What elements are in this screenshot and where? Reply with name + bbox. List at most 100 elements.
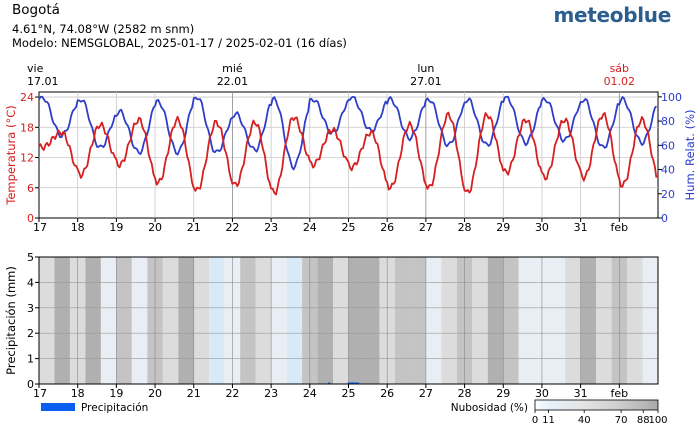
x-tick-label: 29 — [496, 221, 510, 234]
cloud-band — [162, 257, 179, 384]
cloud-band — [271, 257, 287, 384]
temperature-tick-label: 18 — [20, 121, 34, 134]
precipitation-tick-label: 5 — [27, 251, 34, 264]
top-x-ticks: 17 18 19 20 21 22 23 24 25 26 27 28 29 30 31 feb — [33, 218, 628, 234]
cloud-band — [472, 257, 488, 384]
cloud-band — [549, 257, 566, 384]
x-tick-label: 19 — [109, 221, 123, 234]
x-tick-label: 22 — [225, 387, 239, 400]
x-tick-label: 30 — [535, 387, 549, 400]
cloud-band — [410, 257, 426, 384]
x-tick-label: 23 — [264, 221, 278, 234]
x-tick-label: 26 — [380, 387, 394, 400]
cloud-band — [348, 257, 364, 384]
x-tick-label: 18 — [71, 387, 85, 400]
cloud-band — [286, 257, 303, 384]
cloud-band — [518, 257, 535, 384]
precipitation-legend-swatch — [41, 403, 75, 411]
humidity-tick-label: 100 — [661, 91, 682, 104]
day-label-weekday: sáb — [610, 62, 629, 75]
cloud-band — [441, 257, 457, 384]
temperature-humidity-chart: 0 6 12 18 24 0 20 40 60 80 100 17 18 19 20 21 22 23 24 25… — [4, 91, 697, 234]
x-tick-label: 17 — [33, 387, 47, 400]
cloud-legend-tick-label: 70 — [615, 415, 628, 426]
precipitation-bar — [357, 382, 360, 384]
model-info: Modelo: NEMSGLOBAL, 2025-01-17 / 2025-02… — [12, 36, 347, 50]
x-tick-label: 27 — [419, 387, 433, 400]
temperature-axis-label: Temperatura (°C) — [4, 105, 18, 205]
x-tick-label: 23 — [264, 387, 278, 400]
cloud-band — [565, 257, 581, 384]
x-tick-label: 27 — [419, 221, 433, 234]
x-tick-label: feb — [611, 221, 629, 234]
cloud-band — [642, 257, 658, 384]
bottom-x-ticks: 17 18 19 20 21 22 23 24 25 26 27 28 29 30 31 feb — [33, 384, 628, 400]
temperature-line — [38, 111, 658, 196]
x-tick-label: 28 — [458, 221, 472, 234]
cloud-legend-tick-label: 100 — [648, 415, 667, 426]
precipitation-bar — [349, 382, 352, 384]
cloud-band — [394, 257, 411, 384]
humidity-line — [38, 95, 658, 171]
x-tick-label: 25 — [342, 221, 356, 234]
precipitation-axis-label: Precipitación (mm) — [4, 266, 18, 375]
x-tick-label: 21 — [187, 221, 201, 234]
cloud-legend-tick-label: 88 — [637, 415, 650, 426]
precipitation-tick-label: 2 — [27, 327, 34, 340]
x-tick-label: 21 — [187, 387, 201, 400]
x-tick-label: 24 — [303, 221, 317, 234]
precipitation-bar — [328, 382, 331, 384]
bottom-gridlines — [39, 257, 658, 384]
x-tick-label: 17 — [33, 221, 47, 234]
cloud-band — [131, 257, 148, 384]
cloud-band — [116, 257, 132, 384]
humidity-tick-label: 60 — [661, 139, 675, 152]
x-tick-label: 31 — [574, 387, 588, 400]
top-gridlines — [39, 92, 658, 218]
temperature-tick-label: 24 — [20, 91, 34, 104]
humidity-tick-label: 40 — [661, 164, 675, 177]
x-tick-label: 26 — [380, 221, 394, 234]
x-tick-label: 30 — [535, 221, 549, 234]
temperature-ticks: 0 6 12 18 24 — [20, 91, 39, 225]
precipitation-tick-label: 1 — [27, 353, 34, 366]
precipitation-tick-label: 0 — [27, 378, 34, 391]
humidity-axis-label: Hum. Relat. (%) — [683, 110, 697, 201]
cloud-band — [627, 257, 643, 384]
humidity-tick-label: 80 — [661, 115, 675, 128]
temperature-tick-label: 6 — [27, 182, 34, 195]
location-title: Bogotá — [12, 2, 60, 18]
precipitation-legend-label: Precipitación — [81, 402, 148, 414]
humidity-tick-label: 0 — [661, 212, 668, 225]
precipitation-bar — [355, 382, 358, 384]
x-tick-label: 22 — [225, 221, 239, 234]
humidity-tick-label: 20 — [661, 188, 675, 201]
cloud-legend-title: Nubosidad (%) — [451, 402, 528, 414]
cloud-band — [503, 257, 519, 384]
precipitation-bar — [353, 382, 356, 384]
precipitation-ticks: 0 1 2 3 4 5 — [27, 251, 39, 391]
cloud-band — [39, 257, 55, 384]
cloud-band — [333, 257, 349, 384]
cloud-band — [209, 257, 225, 384]
cloud-band — [425, 257, 442, 384]
cloud-band — [363, 257, 380, 384]
cloud-band — [193, 257, 210, 384]
x-tick-label: 25 — [342, 387, 356, 400]
cloud-legend-tick-label: 11 — [542, 415, 555, 426]
cloud-band — [54, 257, 70, 384]
x-tick-label: 29 — [496, 387, 510, 400]
precipitation-tick-label: 3 — [27, 302, 34, 315]
cloud-band — [240, 257, 256, 384]
cloud-band — [85, 257, 101, 384]
cloud-band — [317, 257, 334, 384]
cloud-band — [100, 257, 117, 384]
meteoblue-logo[interactable]: meteoblue — [553, 3, 671, 27]
day-label-date: 27.01 — [410, 75, 442, 88]
x-tick-label: feb — [611, 387, 629, 400]
top-series — [38, 95, 658, 196]
